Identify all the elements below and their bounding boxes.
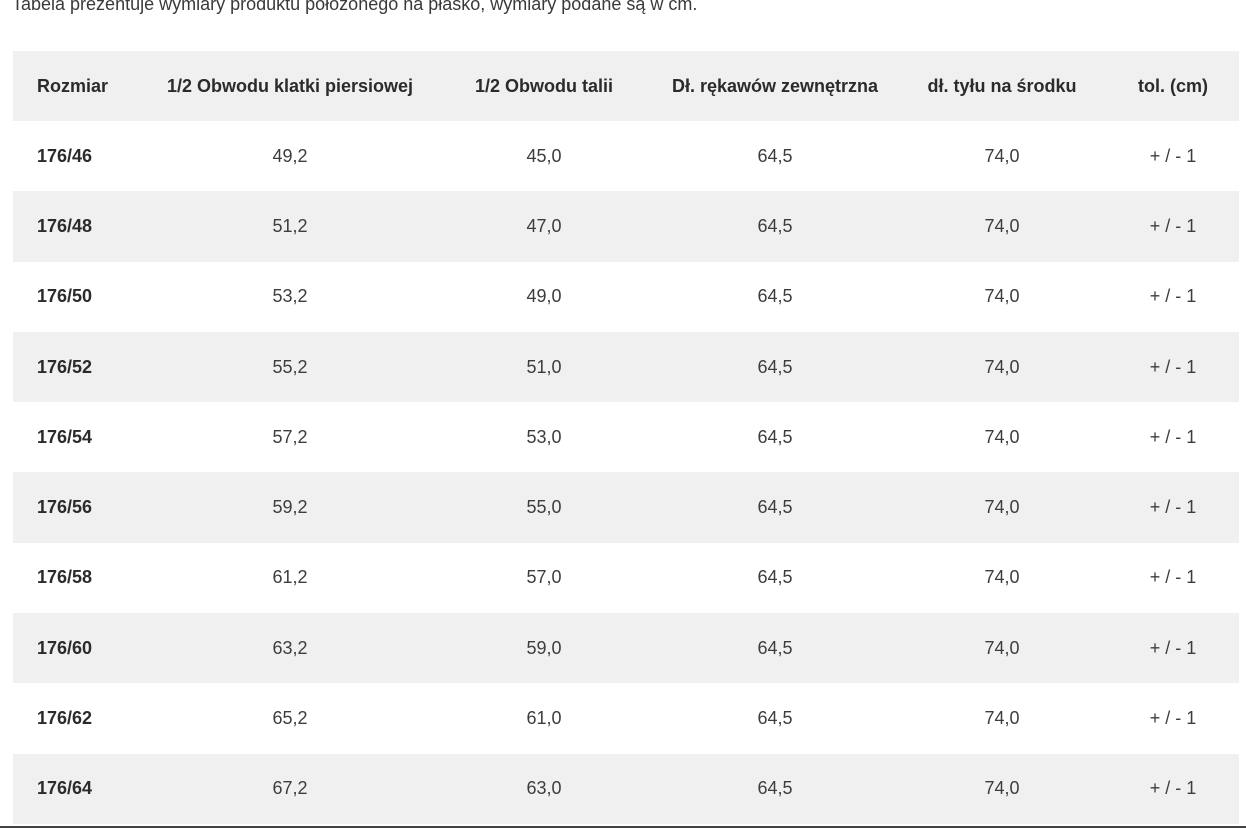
cell-sleeve-length: 64,5 [757, 286, 793, 307]
size-chart-table: Rozmiar 1/2 Obwodu klatki piersiowej 1/2… [13, 51, 1239, 824]
bottom-divider [0, 826, 1246, 828]
cell-tolerance: + / - 1 [1149, 637, 1197, 658]
header-back-length: dł. tyłu na środku [927, 75, 1077, 96]
cell-sleeve-length: 64,5 [757, 708, 793, 729]
header-size: Rozmiar [37, 75, 109, 96]
cell-sleeve-length: 64,5 [757, 145, 793, 166]
cell-sleeve-length: 64,5 [757, 356, 793, 377]
cell-tolerance: + / - 1 [1149, 145, 1197, 166]
cell-size: 176/56 [37, 497, 93, 518]
table-row: 176/58 61,2 57,0 64,5 74,0 + / - 1 [13, 542, 1239, 614]
cell-chest: 55,2 [272, 356, 308, 377]
cell-tolerance: + / - 1 [1149, 567, 1197, 588]
cell-tolerance: + / - 1 [1149, 356, 1197, 377]
header-sleeve-length: Dł. rękawów zewnętrzna [671, 75, 879, 96]
cell-waist: 55,0 [526, 497, 562, 518]
cell-size: 176/52 [37, 356, 93, 377]
cell-waist: 53,0 [526, 426, 562, 447]
cell-back-length: 74,0 [984, 778, 1020, 799]
table-header-row: Rozmiar 1/2 Obwodu klatki piersiowej 1/2… [13, 51, 1239, 121]
cell-sleeve-length: 64,5 [757, 215, 793, 236]
table-body: 176/46 49,2 45,0 64,5 74,0 + / - 1 176/48 51,2 4… [13, 121, 1239, 824]
table-row: 176/54 57,2 53,0 64,5 74,0 + / - 1 [13, 402, 1239, 473]
cell-chest: 53,2 [272, 286, 308, 307]
table-row: 176/50 53,2 49,0 64,5 74,0 + / - 1 [13, 261, 1239, 332]
cell-sleeve-length: 64,5 [757, 567, 793, 588]
cell-size: 176/50 [37, 286, 93, 307]
cell-sleeve-length: 64,5 [757, 778, 793, 799]
cell-tolerance: + / - 1 [1149, 778, 1197, 799]
cell-size: 176/60 [37, 637, 93, 658]
header-chest: 1/2 Obwodu klatki piersiowej [166, 75, 414, 96]
cell-back-length: 74,0 [984, 145, 1020, 166]
cell-size: 176/58 [37, 567, 93, 588]
cell-waist: 63,0 [526, 778, 562, 799]
cell-sleeve-length: 64,5 [757, 637, 793, 658]
cell-waist: 45,0 [526, 145, 562, 166]
cell-chest: 57,2 [272, 426, 308, 447]
table-row: 176/46 49,2 45,0 64,5 74,0 + / - 1 [13, 121, 1239, 192]
cell-size: 176/48 [37, 215, 93, 236]
cell-chest: 61,2 [272, 567, 308, 588]
cell-back-length: 74,0 [984, 637, 1020, 658]
cell-waist: 57,0 [526, 567, 562, 588]
cell-back-length: 74,0 [984, 567, 1020, 588]
cell-waist: 61,0 [526, 708, 562, 729]
cell-back-length: 74,0 [984, 497, 1020, 518]
cell-back-length: 74,0 [984, 215, 1020, 236]
table-description: Tabela prezentuje wymiary produktu położ… [12, 0, 698, 14]
cell-chest: 49,2 [272, 145, 308, 166]
cell-tolerance: + / - 1 [1149, 708, 1197, 729]
cell-chest: 67,2 [272, 778, 308, 799]
header-waist: 1/2 Obwodu talii [474, 75, 613, 96]
cell-back-length: 74,0 [984, 286, 1020, 307]
cell-waist: 59,0 [526, 637, 562, 658]
cell-tolerance: + / - 1 [1149, 497, 1197, 518]
header-tolerance: tol. (cm) [1138, 75, 1208, 96]
cell-chest: 59,2 [272, 497, 308, 518]
cell-size: 176/46 [37, 145, 93, 166]
cell-tolerance: + / - 1 [1149, 426, 1197, 447]
cell-tolerance: + / - 1 [1149, 286, 1197, 307]
cell-waist: 49,0 [526, 286, 562, 307]
cell-size: 176/54 [37, 426, 93, 447]
cell-tolerance: + / - 1 [1149, 215, 1197, 236]
cell-chest: 63,2 [272, 637, 308, 658]
cell-back-length: 74,0 [984, 426, 1020, 447]
cell-waist: 51,0 [526, 356, 562, 377]
cell-sleeve-length: 64,5 [757, 497, 793, 518]
cell-size: 176/64 [37, 778, 93, 799]
table-row: 176/62 65,2 61,0 64,5 74,0 + / - 1 [13, 683, 1239, 754]
cell-back-length: 74,0 [984, 708, 1020, 729]
cell-size: 176/62 [37, 708, 93, 729]
cell-sleeve-length: 64,5 [757, 426, 793, 447]
table-row: 176/48 51,2 47,0 64,5 74,0 + / - 1 [13, 191, 1239, 262]
table-row: 176/60 63,2 59,0 64,5 74,0 + / - 1 [13, 613, 1239, 684]
cell-back-length: 74,0 [984, 356, 1020, 377]
cell-waist: 47,0 [526, 215, 562, 236]
table-row: 176/56 59,2 55,0 64,5 74,0 + / - 1 [13, 472, 1239, 543]
cell-chest: 65,2 [272, 708, 308, 729]
cell-chest: 51,2 [272, 215, 308, 236]
table-row: 176/52 55,2 51,0 64,5 74,0 + / - 1 [13, 331, 1239, 403]
table-row: 176/64 67,2 63,0 64,5 74,0 + / - 1 [13, 753, 1239, 824]
